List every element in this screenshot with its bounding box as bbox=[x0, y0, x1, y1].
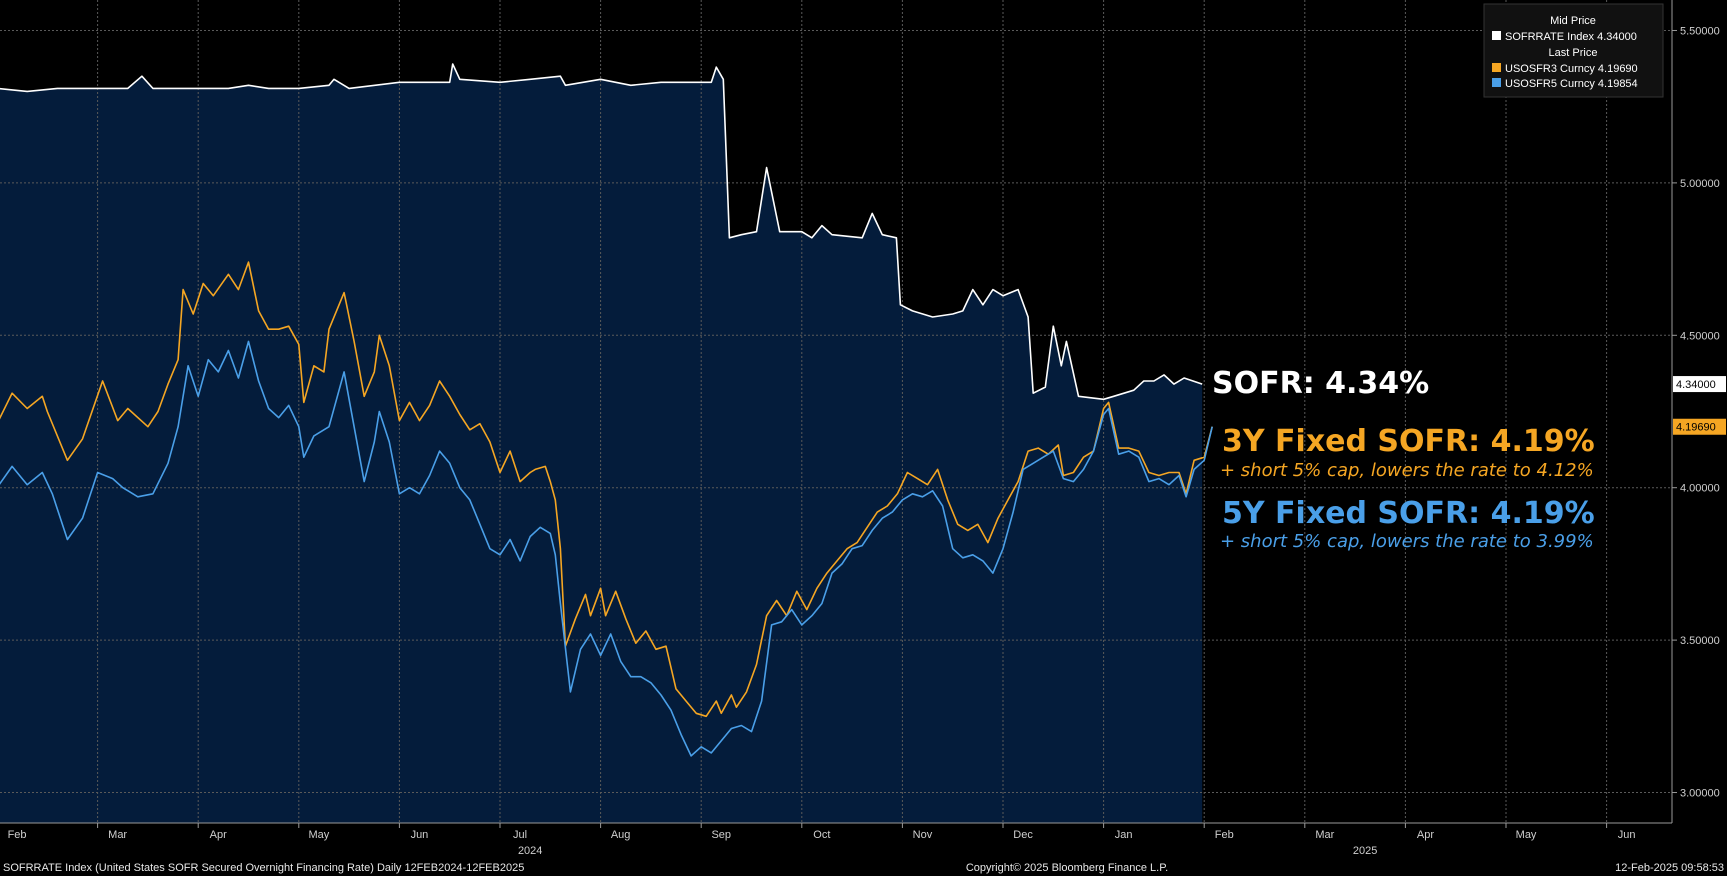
y-tick-label-5: 3.00000 bbox=[1680, 788, 1720, 800]
footer-timestamp: 12-Feb-2025 09:58:53 bbox=[1615, 862, 1724, 874]
last-tag-label-1: 4.19690 bbox=[1676, 422, 1716, 434]
x-tick-label-16: Jun bbox=[1618, 829, 1636, 841]
footer-description: SOFRRATE Index (United States SOFR Secur… bbox=[3, 862, 524, 874]
five-year-annotation: 5Y Fixed SOFR: 4.19% bbox=[1222, 496, 1595, 531]
y-tick-label-2: 4.50000 bbox=[1680, 330, 1720, 342]
last-tag-box-0 bbox=[1673, 376, 1726, 393]
sofr-area-fill bbox=[0, 64, 1203, 823]
five-year-note: + short 5% cap, lowers the rate to 3.99% bbox=[1220, 531, 1594, 552]
x-tick-label-8: Oct bbox=[813, 829, 830, 841]
y-tick-label-0: 5.50000 bbox=[1680, 25, 1720, 37]
legend-entry-usosfr3: USOSFR3 Curncy 4.19690 bbox=[1505, 63, 1638, 75]
legend-header-mid: Mid Price bbox=[1550, 15, 1596, 27]
legend-box bbox=[1483, 3, 1664, 98]
legend-header-last: Last Price bbox=[1549, 47, 1598, 59]
x-tick-label-7: Sep bbox=[711, 829, 731, 841]
x-tick-label-9: Nov bbox=[913, 829, 933, 841]
footer-copyright: Copyright© 2025 Bloomberg Finance L.P. bbox=[966, 862, 1168, 874]
series-line-usosfr3-curncy bbox=[0, 261, 1213, 718]
sofr-area bbox=[0, 64, 1203, 823]
x-tick-label-1: Mar bbox=[108, 829, 127, 841]
legend-entry-usosfr5: USOSFR5 Curncy 4.19854 bbox=[1505, 78, 1638, 90]
y-tick-label-1: 5.00000 bbox=[1680, 178, 1720, 190]
y-tick-label-3: 4.00000 bbox=[1680, 483, 1720, 495]
three-year-note: + short 5% cap, lowers the rate to 4.12% bbox=[1220, 460, 1594, 481]
x-tick-label-5: Jul bbox=[513, 829, 527, 841]
x-tick-label-6: Aug bbox=[611, 829, 631, 841]
y-axis: 5.50000 5.00000 4.50000 4.00000 3.50000 3.000… bbox=[1671, 0, 1720, 823]
x-tick-label-12: Feb bbox=[1215, 829, 1234, 841]
last-tag-label-0: 4.34000 bbox=[1676, 379, 1716, 391]
last-tag-box-1 bbox=[1673, 418, 1726, 435]
x-tick-label-15: May bbox=[1516, 829, 1537, 841]
x-tick-label-10: Dec bbox=[1013, 829, 1033, 841]
x-axis: Feb Mar Apr May Jun Jul Aug Sep Oct Nov Dec Jan Feb M… bbox=[0, 822, 1672, 857]
three-year-annotation: 3Y Fixed SOFR: 4.19% bbox=[1222, 424, 1595, 459]
series-lines bbox=[0, 63, 1213, 757]
y-tick-label-4: 3.50000 bbox=[1680, 635, 1720, 647]
series-line-sofrrate-index bbox=[0, 63, 1203, 401]
x-year-label-0: 2024 bbox=[518, 845, 542, 857]
x-tick-label-3: May bbox=[308, 829, 329, 841]
x-tick-label-11: Jan bbox=[1115, 829, 1133, 841]
legend-entry-sofr: SOFRRATE Index 4.34000 bbox=[1505, 31, 1637, 43]
last-value-tags: 4.34000 4.19690 bbox=[1673, 376, 1726, 435]
legend: Mid Price SOFRRATE Index 4.34000 Last Pr… bbox=[1483, 3, 1664, 98]
x-tick-label-13: Mar bbox=[1315, 829, 1334, 841]
sofr-annotation: SOFR: 4.34% bbox=[1212, 366, 1429, 401]
x-year-label-1: 2025 bbox=[1353, 845, 1377, 857]
x-tick-label-4: Jun bbox=[411, 829, 429, 841]
legend-swatch-usosfr3 bbox=[1492, 63, 1501, 72]
x-tick-label-0: Feb bbox=[8, 829, 27, 841]
x-tick-label-2: Apr bbox=[210, 829, 227, 841]
legend-swatch-sofr bbox=[1492, 31, 1501, 40]
legend-swatch-usosfr5 bbox=[1492, 78, 1501, 87]
series-line-usosfr5-curncy bbox=[0, 340, 1213, 757]
gridlines bbox=[0, 0, 1672, 823]
x-tick-label-14: Apr bbox=[1417, 829, 1434, 841]
